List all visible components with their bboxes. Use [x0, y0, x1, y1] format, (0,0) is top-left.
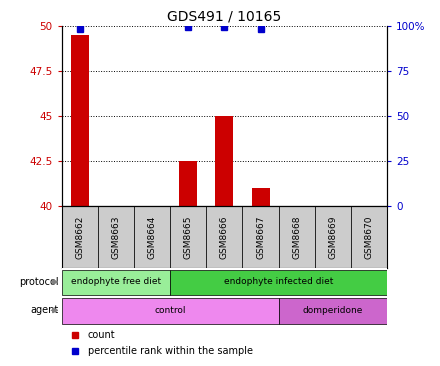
Bar — [170, 270, 387, 295]
Text: endophyte free diet: endophyte free diet — [71, 277, 161, 287]
Title: GDS491 / 10165: GDS491 / 10165 — [167, 9, 282, 23]
Text: GSM8662: GSM8662 — [75, 216, 84, 259]
Bar — [279, 206, 315, 268]
Text: percentile rank within the sample: percentile rank within the sample — [88, 346, 253, 356]
Text: protocol: protocol — [19, 277, 59, 287]
Bar — [62, 298, 279, 324]
Bar — [71, 35, 89, 206]
Text: control: control — [154, 306, 186, 315]
Text: GSM8663: GSM8663 — [111, 216, 121, 259]
Text: GSM8666: GSM8666 — [220, 216, 229, 259]
Bar — [134, 206, 170, 268]
Bar — [279, 298, 387, 324]
Bar — [206, 206, 242, 268]
Text: GSM8664: GSM8664 — [147, 216, 157, 259]
Bar — [315, 206, 351, 268]
Text: count: count — [88, 329, 115, 340]
Bar — [351, 206, 387, 268]
Bar — [252, 188, 270, 206]
Text: GSM8669: GSM8669 — [328, 216, 337, 259]
Bar — [170, 206, 206, 268]
Text: GSM8665: GSM8665 — [184, 216, 193, 259]
Text: GSM8667: GSM8667 — [256, 216, 265, 259]
Text: endophyte infected diet: endophyte infected diet — [224, 277, 334, 287]
Bar — [179, 161, 197, 206]
Bar — [215, 116, 234, 206]
Bar — [98, 206, 134, 268]
Bar — [62, 270, 170, 295]
Bar — [242, 206, 279, 268]
Text: agent: agent — [30, 305, 59, 315]
Text: GSM8670: GSM8670 — [365, 216, 374, 259]
Text: domperidone: domperidone — [303, 306, 363, 315]
Text: GSM8668: GSM8668 — [292, 216, 301, 259]
Bar — [62, 206, 98, 268]
